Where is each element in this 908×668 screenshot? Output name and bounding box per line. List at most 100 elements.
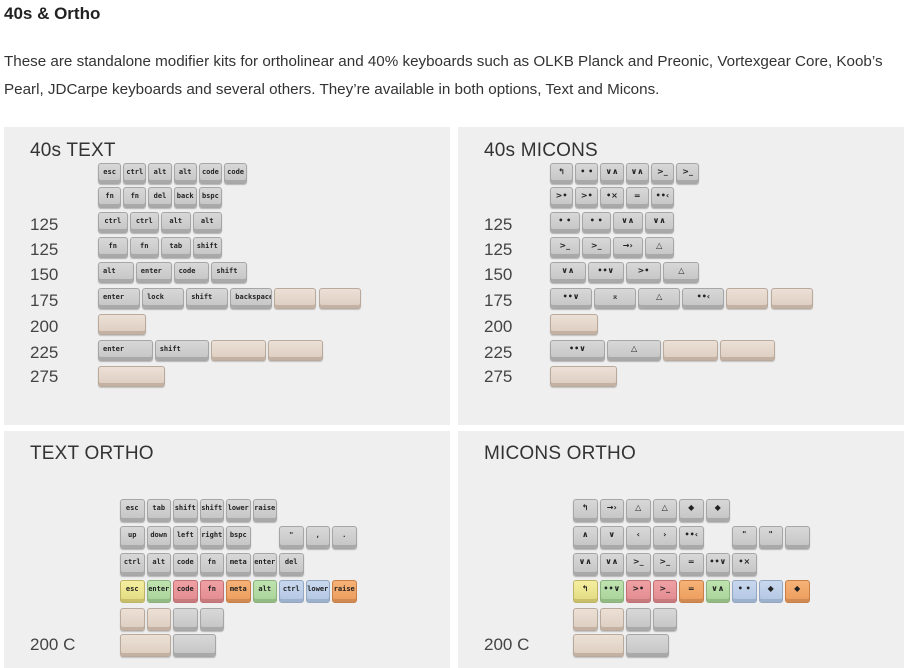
micon-keycap: >_	[550, 237, 580, 258]
micon-keycap: >_	[676, 163, 700, 184]
row-size-label: 200 C	[484, 635, 530, 654]
micon-keycap: ↰	[573, 499, 598, 522]
micon-keycap: ‹	[626, 526, 651, 549]
keycap-icon: ,	[305, 526, 330, 549]
keycap-esc: esc	[120, 499, 145, 522]
keycap-blank	[120, 608, 145, 631]
row-size-label: 125	[30, 215, 59, 234]
micon-keycap: ◆	[758, 580, 783, 603]
keycap-del: del	[148, 187, 172, 208]
micon-keycap: "	[758, 526, 783, 549]
row-size-label: 150	[484, 265, 513, 284]
keycap-enter: enter	[252, 553, 277, 576]
micon-keycap: ⌅	[594, 288, 637, 309]
micon-keycap: ∨∧	[550, 262, 586, 283]
micon-keycap: ∨	[599, 526, 624, 549]
keycap-ctrl: ctrl	[129, 212, 159, 233]
micon-keycap: >_	[581, 237, 611, 258]
blank-keycap	[550, 366, 618, 387]
row-size-label: 150	[30, 265, 59, 284]
keycap-alt: alt	[146, 553, 171, 576]
keycap-icon: "	[279, 526, 304, 549]
keycap-alt: alt	[98, 262, 134, 283]
keycap-shift: shift	[173, 499, 198, 522]
blank-keycap	[652, 608, 677, 631]
keycap-right: right	[199, 526, 224, 549]
row-size-label: 125	[484, 215, 513, 234]
keycap-alt: alt	[173, 163, 197, 184]
keycap-meta: meta	[226, 553, 251, 576]
micon-keycap: △	[626, 499, 651, 522]
keycap-alt: alt	[192, 212, 222, 233]
section-title: 40s & Ortho	[4, 4, 101, 23]
panel-40s-micons: 40s MICONS 125 125 150 175 200 225 275 ↰ • • ∨∧ ∨∧…	[458, 127, 904, 425]
keycap-ctrl: ctrl	[98, 212, 128, 233]
micon-keycap: →›	[613, 237, 643, 258]
keycap-enter: enter	[135, 262, 172, 283]
micon-keycap: △	[663, 262, 700, 283]
keycap-fn: fn	[129, 237, 159, 258]
micon-keycap: ∨∧	[613, 212, 643, 233]
keycap-ctrl: ctrl	[279, 580, 304, 603]
keycap-fn: fn	[123, 187, 147, 208]
micon-keycap: ∨∧	[600, 163, 624, 184]
keycap-code: code	[198, 163, 222, 184]
keycap-blank	[146, 608, 171, 631]
micon-keycap: ∨∧	[625, 163, 649, 184]
section-description: These are standalone modifier kits for o…	[4, 53, 883, 98]
keycap-esc: esc	[120, 580, 145, 603]
micon-keycap: →›	[599, 499, 624, 522]
micon-keycap: >_	[650, 163, 674, 184]
keycap-code: code	[173, 553, 198, 576]
micon-keycap: ◆	[785, 580, 810, 603]
micon-keycap: △	[652, 499, 677, 522]
keycap-fn: fn	[199, 580, 224, 603]
micon-keycap: △	[644, 237, 674, 258]
row-size-label: 200 C	[30, 635, 76, 654]
micon-keycap: =	[679, 580, 704, 603]
keycap-enter: enter	[146, 580, 171, 603]
row-size-label: 125	[484, 240, 513, 259]
keycap-esc: esc	[98, 163, 122, 184]
keycap-fn: fn	[199, 553, 224, 576]
keycap-tab: tab	[146, 499, 171, 522]
keycap-raise: raise	[252, 499, 277, 522]
keycap-blank	[268, 340, 323, 361]
micon-keycap: ◆	[705, 499, 730, 522]
micon-keycap: >_	[652, 580, 677, 603]
row-size-label: 200	[30, 317, 59, 336]
micon-keycap: •×	[600, 187, 624, 208]
keycap-blank	[98, 314, 147, 335]
micon-keycap: >•	[550, 187, 574, 208]
keycap-back: back	[173, 187, 197, 208]
micon-keycap: • •	[550, 212, 580, 233]
keycap-alt: alt	[148, 163, 172, 184]
keycap-code: code	[173, 580, 198, 603]
keycap-blank	[173, 608, 198, 631]
micon-keycap: ∨∧	[644, 212, 674, 233]
row-size-label: 275	[484, 367, 513, 386]
panel-title: MICONS ORTHO	[484, 443, 636, 464]
keycap-backspace: backspace	[230, 288, 273, 309]
panel-title: TEXT ORTHO	[30, 443, 154, 464]
micon-keycap: • •	[575, 163, 599, 184]
row-size-label: 125	[30, 240, 59, 259]
keycap-lower: lower	[305, 580, 330, 603]
micon-keycap: ••∨	[550, 288, 593, 309]
keycap-fn: fn	[98, 187, 122, 208]
keycap-lock: lock	[142, 288, 185, 309]
micon-keycap: ••∨	[550, 340, 605, 361]
keycap-ctrl: ctrl	[123, 163, 147, 184]
keycap-down: down	[146, 526, 171, 549]
blank-keycap	[550, 314, 599, 335]
micon-keycap: ↰	[573, 580, 598, 603]
micon-keycap: ∧	[573, 526, 598, 549]
micon-keycap: ↰	[550, 163, 574, 184]
blank-keycap	[663, 340, 719, 361]
keycap-bspc: bspc	[226, 526, 251, 549]
micon-keycap: >•	[575, 187, 599, 208]
keycap-shift: shift	[199, 499, 224, 522]
keycap-shift: shift	[211, 262, 248, 283]
row-size-label: 225	[30, 343, 59, 362]
